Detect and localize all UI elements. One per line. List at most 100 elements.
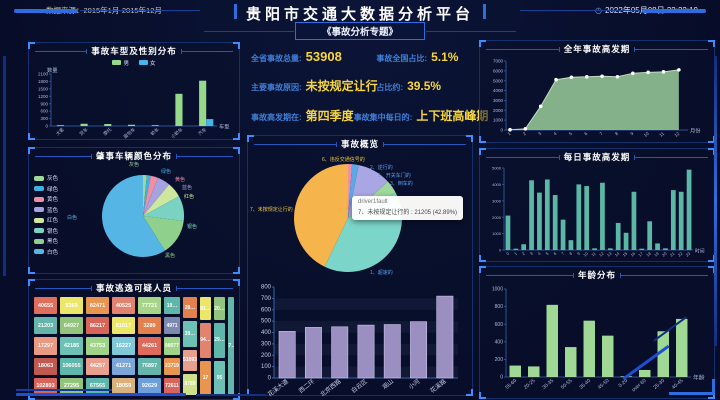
treemap-cell[interactable]: 16227 xyxy=(112,337,135,355)
treemap-cell[interactable]: 18063 xyxy=(34,357,57,375)
legend-item[interactable]: 男 xyxy=(112,58,129,67)
vehicle-gender-chart[interactable]: 0 300 600 900 1200 1500 1800 2100 数量 车型 大客 货车 摩托 面包车 轿… xyxy=(29,66,239,141)
suspects-treemap[interactable]: 40655 5369 82471 40525 77721 21203 64927 86217 8… xyxy=(29,294,239,399)
panel-title-text: 全年事故高发期 xyxy=(563,44,631,54)
svg-text:1000: 1000 xyxy=(492,287,503,293)
svg-text:900: 900 xyxy=(40,101,48,106)
vehicle-color-pie[interactable] xyxy=(81,162,233,272)
yearly-trend-chart[interactable]: 0 1000 2000 3000 4000 5000 6000 7000 月份 1 2 3 4 5 6 7 8 9… xyxy=(480,55,714,143)
color-legend[interactable]: 灰色绿色黄色蓝色红色银色黑色白色 xyxy=(34,174,58,256)
svg-text:1000: 1000 xyxy=(493,118,504,123)
treemap-cell[interactable]: 92629 xyxy=(138,377,161,395)
treemap-cell[interactable]: 81017 xyxy=(112,317,135,335)
treemap-cell[interactable]: 64927 xyxy=(60,317,83,335)
treemap-cell[interactable]: 40655 xyxy=(34,297,57,315)
decoration-line xyxy=(80,10,200,11)
svg-text:10: 10 xyxy=(643,131,650,138)
treemap-cell[interactable]: 21203 xyxy=(34,317,57,335)
legend-item[interactable]: 红色 xyxy=(34,216,58,224)
pie-label: 黄色 xyxy=(175,177,186,183)
treemap-cell[interactable]: 40525 xyxy=(112,297,135,315)
panel-accident-overview: 事故概览 6、违反交通信号的 2、逆行的 5、开关车门的 3、倒车的 1、超速的… xyxy=(247,135,473,398)
treemap-cell[interactable]: 5369 xyxy=(60,297,83,315)
stat-value: 39.5% xyxy=(407,79,442,93)
panel-corner-bracket xyxy=(466,135,473,142)
panel-title-text: 事故概览 xyxy=(341,139,380,149)
treemap-cell[interactable]: 3289 xyxy=(138,317,161,335)
legend-item[interactable]: 黑色 xyxy=(34,237,58,245)
treemap-cell[interactable]: 20… xyxy=(214,297,225,320)
svg-text:500: 500 xyxy=(261,319,272,325)
stat-value: 5.1% xyxy=(431,50,459,64)
stat-label: 事故高发期在: xyxy=(251,113,302,122)
treemap-cell[interactable]: 43753 xyxy=(86,337,109,355)
treemap-cell[interactable]: 29… xyxy=(214,323,225,358)
daily-peak-chart[interactable]: 0 1000 2000 3000 4000 5000 时间 0 1 2 3 4 5 6 7 8 9 10 11 12 1… xyxy=(480,163,714,262)
treemap-cell[interactable]: 106055 xyxy=(60,357,83,375)
treemap-cell[interactable]: 81… xyxy=(200,297,211,320)
treemap-cell[interactable]: 8789 xyxy=(183,373,197,395)
legend-item[interactable]: 灰色 xyxy=(34,174,58,182)
treemap-cell[interactable]: 86217 xyxy=(86,317,109,335)
legend-item[interactable]: 白色 xyxy=(34,248,58,256)
stat-value: 上下班高峰期 xyxy=(416,109,489,123)
treemap-cell[interactable]: 4971 xyxy=(164,317,180,335)
svg-text:5000: 5000 xyxy=(492,166,502,171)
stat-label: 主要事故原因: xyxy=(251,83,302,92)
svg-text:200: 200 xyxy=(495,357,504,363)
treemap-cell[interactable]: 44257 xyxy=(86,357,109,375)
stat-value: 53908 xyxy=(305,49,342,64)
treemap-cell[interactable]: 17 xyxy=(200,360,211,395)
fault-pie-chart[interactable] xyxy=(262,152,462,280)
age-distribution-chart[interactable]: 0 200 400 600 800 1000 年龄 55-60 20-25 30-35 50-55 3… xyxy=(480,281,714,399)
panel-title-text: 事故车型及性别分布 xyxy=(91,46,177,56)
svg-text:12: 12 xyxy=(598,250,605,257)
legend-item[interactable]: 银色 xyxy=(34,227,58,235)
center-column: 全省事故总量: 53908 事故全国占比: 5.1% 主要事故原因: 未按规定让行 占… xyxy=(247,45,488,398)
svg-text:轿车: 轿车 xyxy=(149,126,161,137)
treemap-cell[interactable]: 94… xyxy=(200,323,211,358)
gender-legend[interactable]: 男女 xyxy=(29,58,239,67)
treemap-cell[interactable]: 19… xyxy=(164,297,180,315)
panel-corner-bracket xyxy=(28,279,35,286)
svg-text:600: 600 xyxy=(261,307,272,313)
treemap-cell[interactable]: 41271 xyxy=(112,357,135,375)
pie-label: 2、逆行的 xyxy=(370,165,393,171)
svg-text:汽车: 汽车 xyxy=(197,126,209,137)
treemap-cell[interactable]: 77721 xyxy=(138,297,161,315)
legend-item[interactable]: 绿色 xyxy=(34,185,58,193)
treemap-cell[interactable]: 23719 xyxy=(164,357,180,375)
treemap-cell[interactable]: 28… xyxy=(183,297,197,319)
legend-item[interactable]: 蓝色 xyxy=(34,206,58,214)
panel-corner-bracket xyxy=(28,393,35,400)
panel-title: 事故车型及性别分布 xyxy=(29,45,239,57)
decoration-bar xyxy=(642,9,706,13)
treemap-cell[interactable]: 42185 xyxy=(60,337,83,355)
legend-item[interactable]: 黄色 xyxy=(34,195,58,203)
svg-text:800: 800 xyxy=(495,304,504,310)
svg-text:0: 0 xyxy=(45,124,48,129)
panel-corner-bracket xyxy=(479,392,486,399)
panel-title-text: 每日事故高发期 xyxy=(563,152,631,162)
treemap-cell[interactable]: 51093 xyxy=(183,349,197,371)
treemap-cell[interactable]: 82471 xyxy=(86,297,109,315)
legend-item[interactable]: 女 xyxy=(139,58,156,67)
treemap-cell[interactable]: 17297 xyxy=(34,337,57,355)
panel-title: 全年事故高发期 xyxy=(480,43,714,55)
treemap-cell[interactable]: 37… xyxy=(228,297,234,395)
chart-tooltip: driver1fault 7、未按规定让行的 : 21205 (42.89%) xyxy=(352,196,464,220)
road-accidents-chart[interactable]: 0 100 200 300 400 500 600 700 800 花溪大道 西二环 北京西路 白云区观… xyxy=(248,282,472,400)
svg-text:800: 800 xyxy=(261,285,272,291)
panel-corner-bracket xyxy=(479,136,486,143)
treemap-cell[interactable]: 72611 xyxy=(164,377,180,396)
svg-text:0: 0 xyxy=(500,375,503,381)
treemap-cell[interactable]: 44261 xyxy=(138,337,161,355)
treemap-cell[interactable]: 76897 xyxy=(138,357,161,375)
panel-yearly: 全年事故高发期 0 1000 2000 3000 4000 5000 6000 7000 月份 1… xyxy=(479,40,715,143)
treemap-cell[interactable]: 39… xyxy=(183,321,197,347)
treemap-cell[interactable]: 18059 xyxy=(112,377,135,395)
treemap-cell[interactable]: 95 xyxy=(214,360,225,395)
svg-text:23: 23 xyxy=(685,250,692,257)
svg-text:1000: 1000 xyxy=(492,231,502,236)
treemap-cell[interactable]: 98077 xyxy=(164,337,180,355)
